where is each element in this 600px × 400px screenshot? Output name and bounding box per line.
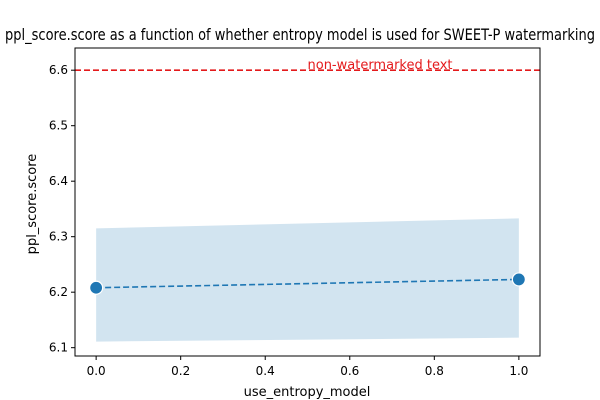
chart-title: ppl_score.score as a function of whether…	[5, 25, 595, 45]
y-axis-label: ppl_score.score	[25, 154, 40, 255]
plot-area: non-watermarked text	[75, 58, 540, 342]
series-line	[96, 278, 519, 289]
confidence-band	[96, 218, 519, 342]
x-tick-label: 0.4	[256, 364, 275, 378]
y-tick-label: 6.5	[49, 119, 68, 133]
y-tick-label: 6.3	[49, 230, 68, 244]
x-tick-label: 1.0	[509, 364, 528, 378]
x-axis-label: use_entropy_model	[244, 385, 371, 400]
data-point	[511, 272, 526, 287]
axes-frame	[74, 47, 541, 357]
x-tick-label: 0.2	[171, 364, 190, 378]
data-point	[89, 280, 104, 295]
x-tick-label: 0.6	[340, 364, 359, 378]
x-axis: 0.0 0.2 0.4 0.6 0.8 1.0	[87, 356, 528, 378]
y-tick-label: 6.2	[49, 285, 68, 299]
x-tick-label: 0.8	[425, 364, 444, 378]
reference-line-label: non-watermarked text	[308, 58, 453, 73]
y-tick-label: 6.6	[49, 63, 68, 77]
y-tick-label: 6.4	[49, 174, 68, 188]
x-tick-label: 0.0	[87, 364, 106, 378]
y-tick-label: 6.1	[49, 341, 68, 355]
y-axis: 6.1 6.2 6.3 6.4 6.5 6.6	[49, 63, 75, 355]
